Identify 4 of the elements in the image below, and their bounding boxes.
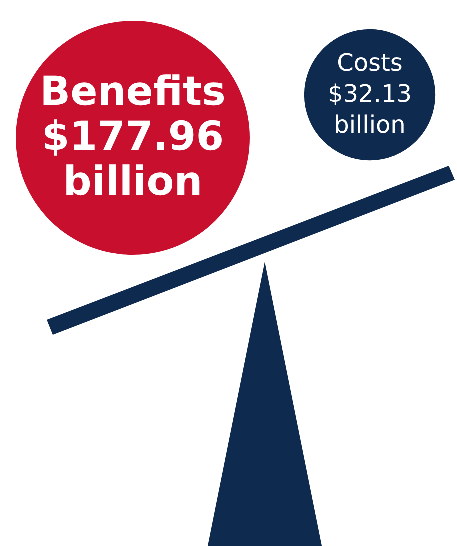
category-label: Costs [337, 49, 403, 77]
data-label: $177.96 billion [42, 114, 224, 205]
category-label: Benefits [40, 69, 226, 115]
data-label: $32.13 billion [328, 80, 412, 139]
